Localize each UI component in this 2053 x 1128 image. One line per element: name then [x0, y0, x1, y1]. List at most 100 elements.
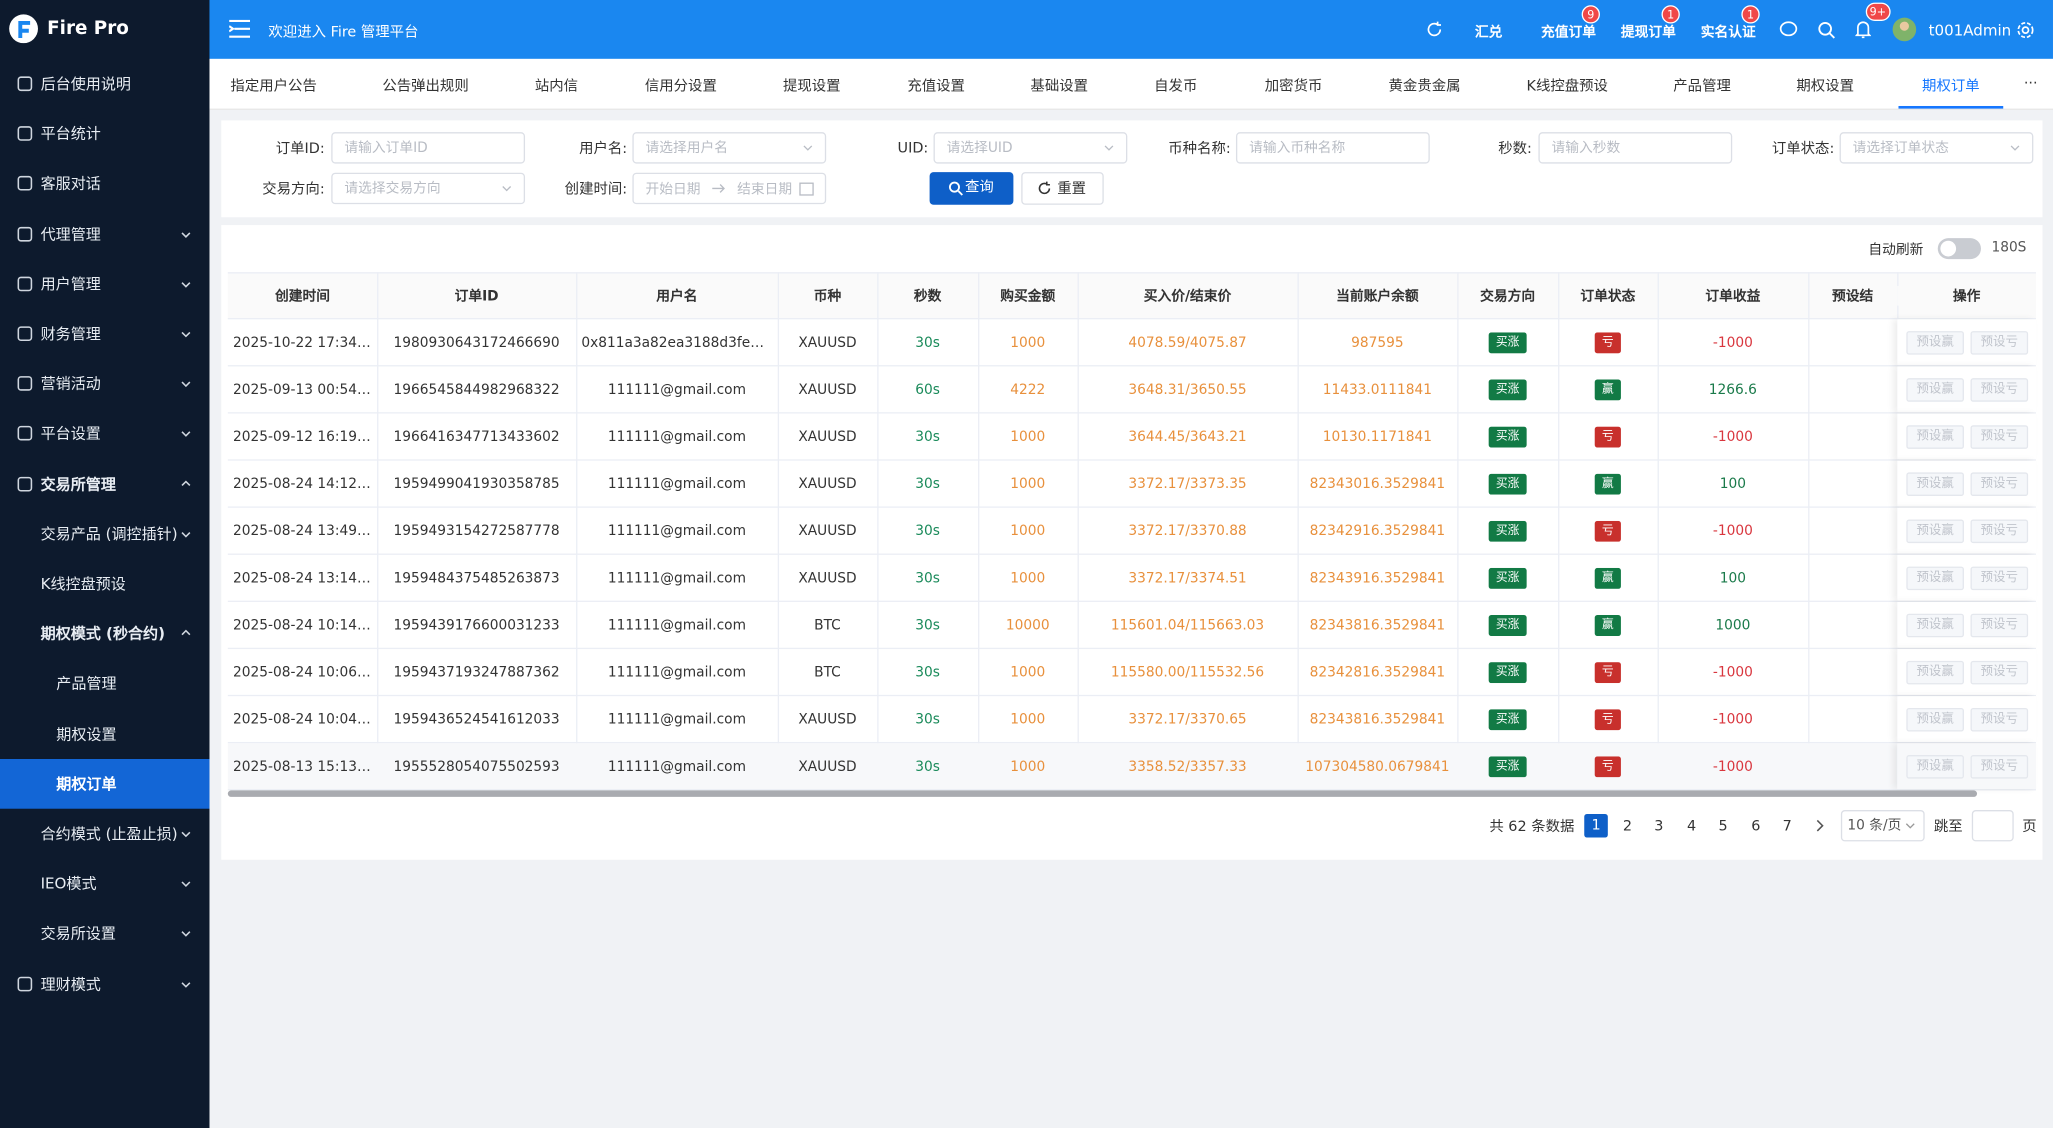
tab[interactable]: 信用分设置 — [645, 75, 717, 96]
tab[interactable]: 加密货币 — [1265, 75, 1323, 96]
filter-input[interactable]: 请选择订单状态 — [1840, 132, 2034, 163]
table-cell: 1000 — [1658, 618, 1809, 634]
tab[interactable]: ··· — [2024, 75, 2038, 92]
preset-button[interactable]: 预设亏 — [1970, 567, 2028, 591]
header-action[interactable]: 汇兑 — [1475, 22, 1502, 42]
preset-button[interactable]: 预设赢 — [1906, 520, 1964, 544]
tab[interactable]: K线控盘预设 — [1527, 75, 1608, 96]
page-number[interactable]: 7 — [1783, 817, 1792, 834]
menu-item[interactable]: 期权订单 — [56, 759, 116, 809]
page-number[interactable]: 4 — [1687, 817, 1696, 834]
header-action[interactable]: 充值订单 — [1541, 22, 1596, 42]
menu-item[interactable]: 代理管理 — [41, 209, 101, 259]
tab[interactable]: 基础设置 — [1030, 75, 1088, 96]
menu-item[interactable]: 平台统计 — [41, 109, 101, 159]
page-number[interactable]: 2 — [1623, 817, 1632, 834]
menu-item[interactable]: 营销活动 — [41, 359, 101, 409]
menu-item[interactable]: IEO模式 — [41, 859, 97, 909]
page-number[interactable]: 5 — [1718, 817, 1727, 834]
chat-icon[interactable] — [1779, 21, 1797, 38]
header-action[interactable]: 实名认证 — [1701, 22, 1756, 42]
table-cell: XAUUSD — [778, 759, 878, 775]
table-cell: 1959499041930358785 — [377, 476, 576, 492]
menu-item[interactable]: 合约模式 (止盈止损) — [41, 809, 178, 859]
reset-button[interactable]: 重置 — [1021, 172, 1103, 205]
menu-item[interactable]: 期权模式 (秒合约) — [41, 609, 165, 659]
filter-input[interactable]: 请输入币种名称 — [1236, 132, 1430, 163]
menu-item[interactable]: K线控盘预设 — [41, 559, 126, 609]
refresh-interval: 180S — [1991, 239, 2026, 255]
page-number[interactable]: 1 — [1584, 814, 1608, 838]
preset-button[interactable]: 预设亏 — [1970, 472, 2028, 496]
tab[interactable]: 期权设置 — [1796, 75, 1854, 96]
bell-icon[interactable] — [1855, 20, 1871, 40]
preset-button[interactable]: 预设赢 — [1906, 331, 1964, 355]
refresh-icon[interactable] — [1426, 21, 1443, 38]
menu-item[interactable]: 交易产品 (调控插针) — [41, 509, 178, 559]
filter-input[interactable]: 请输入秒数 — [1538, 132, 1732, 163]
tab[interactable]: 产品管理 — [1673, 75, 1731, 96]
menu-icon — [17, 126, 33, 142]
page-number[interactable]: 6 — [1751, 817, 1760, 834]
menu-item[interactable]: 平台设置 — [41, 409, 101, 459]
status-tag: 赢 — [1595, 568, 1620, 589]
search-button[interactable]: 查询 — [930, 172, 1014, 205]
menu-item[interactable]: 后台使用说明 — [41, 59, 131, 109]
preset-button[interactable]: 预设亏 — [1970, 614, 2028, 638]
avatar[interactable] — [1892, 17, 1917, 42]
next-page[interactable] — [1812, 818, 1828, 834]
menu-item[interactable]: 财务管理 — [41, 309, 101, 359]
filter-input[interactable]: 请选择交易方向 — [331, 173, 525, 204]
menu-item[interactable]: 理财模式 — [41, 959, 101, 1009]
menu-item[interactable]: 期权设置 — [56, 709, 116, 759]
search-icon[interactable] — [1817, 21, 1835, 39]
settings-icon[interactable] — [2016, 21, 2034, 39]
menu-icon — [17, 226, 33, 242]
preset-button[interactable]: 预设亏 — [1970, 331, 2028, 355]
menu-arrow — [178, 876, 194, 892]
menu-toggle[interactable] — [229, 20, 250, 38]
page-number[interactable]: 3 — [1654, 817, 1663, 834]
preset-button[interactable]: 预设赢 — [1906, 567, 1964, 591]
filter-input[interactable]: 请输入订单ID — [331, 132, 525, 163]
preset-button[interactable]: 预设赢 — [1906, 755, 1964, 779]
filter-input[interactable]: 请选择用户名 — [632, 132, 826, 163]
menu-item[interactable]: 产品管理 — [56, 659, 116, 709]
preset-button[interactable]: 预设亏 — [1970, 378, 2028, 402]
preset-button[interactable]: 预设赢 — [1906, 614, 1964, 638]
preset-button[interactable]: 预设亏 — [1970, 425, 2028, 449]
menu-item[interactable]: 客服对话 — [41, 159, 101, 209]
preset-button[interactable]: 预设亏 — [1970, 708, 2028, 732]
preset-button[interactable]: 预设赢 — [1906, 661, 1964, 685]
tab[interactable]: 公告弹出规则 — [382, 75, 468, 96]
tab[interactable]: 指定用户公告 — [230, 75, 316, 96]
tab[interactable]: 黄金贵金属 — [1389, 75, 1461, 96]
table-cell: 30s — [877, 759, 978, 775]
menu-item[interactable]: 交易所管理 — [41, 459, 116, 509]
header-action[interactable]: 提现订单 — [1621, 22, 1676, 42]
table-cell: 1955528054075502593 — [377, 759, 576, 775]
menu-item[interactable]: 用户管理 — [41, 259, 101, 309]
table-cell: 3372.17/3370.65 — [1078, 712, 1298, 728]
tab[interactable]: 站内信 — [535, 75, 578, 96]
preset-button[interactable]: 预设赢 — [1906, 472, 1964, 496]
column-header: 币种 — [778, 286, 878, 306]
username[interactable]: t001Admin — [1929, 21, 2012, 39]
preset-button[interactable]: 预设亏 — [1970, 661, 2028, 685]
preset-button[interactable]: 预设赢 — [1906, 425, 1964, 449]
column-header: 订单状态 — [1558, 286, 1658, 306]
menu-item[interactable]: 交易所设置 — [41, 909, 116, 959]
table-cell: 1959484375485263873 — [377, 571, 576, 587]
h-scrollbar[interactable] — [228, 790, 1977, 797]
preset-button[interactable]: 预设亏 — [1970, 755, 2028, 779]
jump-input[interactable] — [1972, 810, 2014, 841]
tab[interactable]: 期权订单 — [1922, 75, 1980, 96]
preset-button[interactable]: 预设赢 — [1906, 708, 1964, 732]
preset-button[interactable]: 预设亏 — [1970, 520, 2028, 544]
filter-input[interactable]: 请选择UID — [934, 132, 1128, 163]
preset-button[interactable]: 预设赢 — [1906, 378, 1964, 402]
tab[interactable]: 提现设置 — [783, 75, 841, 96]
header: 欢迎进入 Fire 管理平台 — [209, 0, 2052, 59]
tab[interactable]: 充值设置 — [907, 75, 965, 96]
tab[interactable]: 自发币 — [1154, 75, 1197, 96]
